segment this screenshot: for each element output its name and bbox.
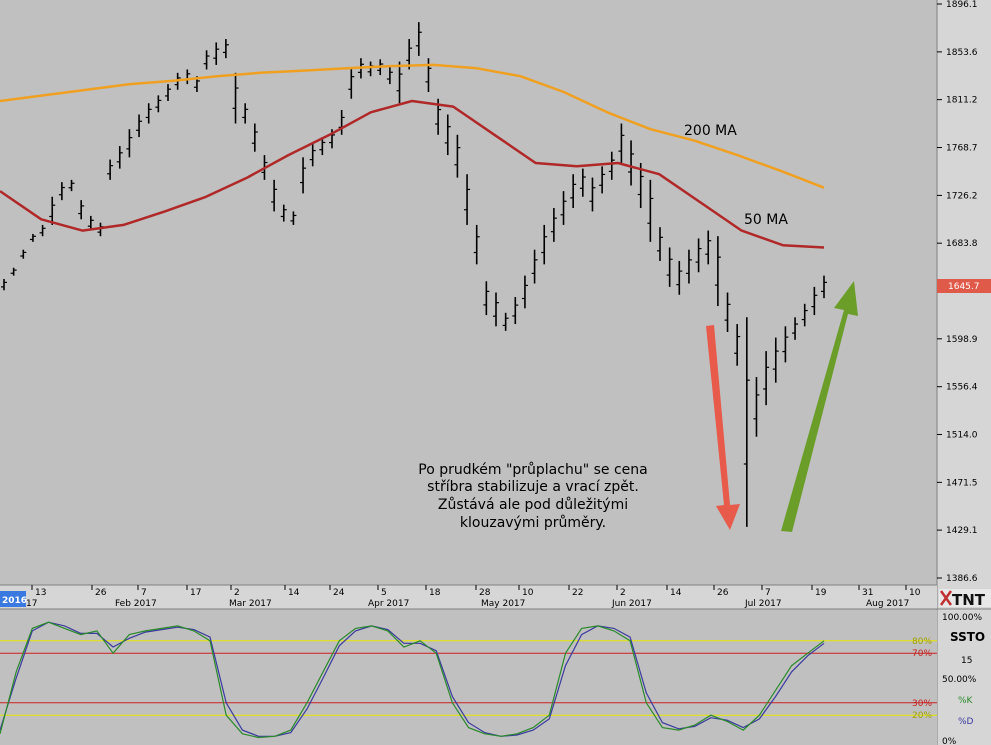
y-tick-label: 1386.6 xyxy=(946,574,978,584)
price-bars xyxy=(1,22,827,527)
x-tick-label: 17 xyxy=(190,588,201,598)
y-tick-label: 1853.6 xyxy=(946,48,978,58)
indicator-axis-label: 50.00% xyxy=(942,675,977,685)
indicator-name: SSTO xyxy=(950,630,985,644)
ma50-label: 50 MA xyxy=(744,212,788,228)
y-tick-label: 1896.1 xyxy=(946,0,978,10)
tnt-logo: TNT xyxy=(939,589,991,609)
x-tick-label: 5 xyxy=(381,588,387,598)
x-tick-label: 7 xyxy=(141,588,147,598)
x-month-label: Aug 2017 xyxy=(866,599,909,609)
down-arrow xyxy=(706,325,740,530)
x-tick-label: 2 xyxy=(620,588,626,598)
trend-arrows xyxy=(706,281,858,532)
x-tick-label: 10 xyxy=(909,588,921,598)
x-tick-label: 7 xyxy=(765,588,771,598)
ma200-label: 200 MA xyxy=(684,123,737,139)
x-tick-label: 19 xyxy=(815,588,827,598)
last-price-badge xyxy=(937,279,991,293)
x-tick-label: 31 xyxy=(862,588,873,598)
up-arrow xyxy=(781,281,858,532)
stochastic-indicator: 80% 70% 30% 20% 100.00% 50.00% 0% xyxy=(0,613,982,745)
moving-average-lines xyxy=(0,63,825,249)
ma200-line xyxy=(0,63,825,189)
x-tick-label: 22 xyxy=(572,588,583,598)
y-axis-ticks: 1896.1 1853.6 1811.2 1768.7 1726.2 1683.8 1598… xyxy=(937,0,978,584)
x-tick-label: 14 xyxy=(288,588,300,598)
note-line-3: Zůstává ale pod důležitými xyxy=(438,497,628,513)
percent-k-line xyxy=(0,621,825,739)
x-tick-label: 13 xyxy=(35,588,46,598)
y-tick-label: 1471.5 xyxy=(946,478,978,488)
y-tick-label: 1598.9 xyxy=(946,335,978,345)
y-tick-label: 1556.4 xyxy=(946,383,978,393)
x-tick-label: 17 xyxy=(26,599,37,609)
y-axis-strip xyxy=(937,0,991,745)
indicator-panel xyxy=(0,610,937,745)
note-line-4: klouzavými průměry. xyxy=(460,515,606,531)
x-tick-label: 26 xyxy=(717,588,729,598)
x-month-label: May 2017 xyxy=(481,599,525,609)
indicator-level-label: 70% xyxy=(912,649,932,659)
indicator-level-label: 80% xyxy=(912,637,932,647)
x-month-label: Apr 2017 xyxy=(368,599,409,609)
x-tick-label: 10 xyxy=(522,588,534,598)
indicator-axis-label: 0% xyxy=(942,737,957,745)
d-label: %D xyxy=(958,717,974,727)
ma50-line xyxy=(0,99,825,249)
indicator-period: 15 xyxy=(961,656,972,666)
x-axis-strip xyxy=(0,585,937,609)
x-month-label: Mar 2017 xyxy=(229,599,272,609)
y-tick-label: 1683.8 xyxy=(946,239,978,249)
year-tag-label: 2016 xyxy=(2,596,27,606)
note-line-2: stříbra stabilizuje a vrací zpět. xyxy=(427,479,639,495)
x-tick-label: 28 xyxy=(479,588,491,598)
year-tag xyxy=(0,591,26,607)
y-tick-label: 1514.0 xyxy=(946,430,978,440)
x-month-label: Feb 2017 xyxy=(115,599,157,609)
indicator-axis-label: 100.00% xyxy=(942,613,982,623)
x-month-label: Jun 2017 xyxy=(611,599,652,609)
x-month-label: Jul 2017 xyxy=(744,599,782,609)
x-tick-label: 26 xyxy=(95,588,107,598)
x-tick-label: 18 xyxy=(429,588,441,598)
indicator-level-label: 20% xyxy=(912,711,932,721)
price-panel xyxy=(0,0,937,585)
x-tick-label: 24 xyxy=(333,588,345,598)
y-tick-label: 1768.7 xyxy=(946,144,978,154)
last-price-label: 1645.7 xyxy=(948,282,980,292)
k-label: %K xyxy=(958,696,974,706)
x-tick-label: 14 xyxy=(670,588,682,598)
indicator-level-label: 30% xyxy=(912,699,932,709)
y-tick-label: 1429.1 xyxy=(946,526,978,536)
svg-text:TNT: TNT xyxy=(952,591,986,609)
y-tick-label: 1811.2 xyxy=(946,96,978,106)
y-tick-label: 1726.2 xyxy=(946,191,978,201)
x-tick-label: 2 xyxy=(234,588,240,598)
note-line-1: Po prudkém "průplachu" se cena xyxy=(418,462,647,478)
